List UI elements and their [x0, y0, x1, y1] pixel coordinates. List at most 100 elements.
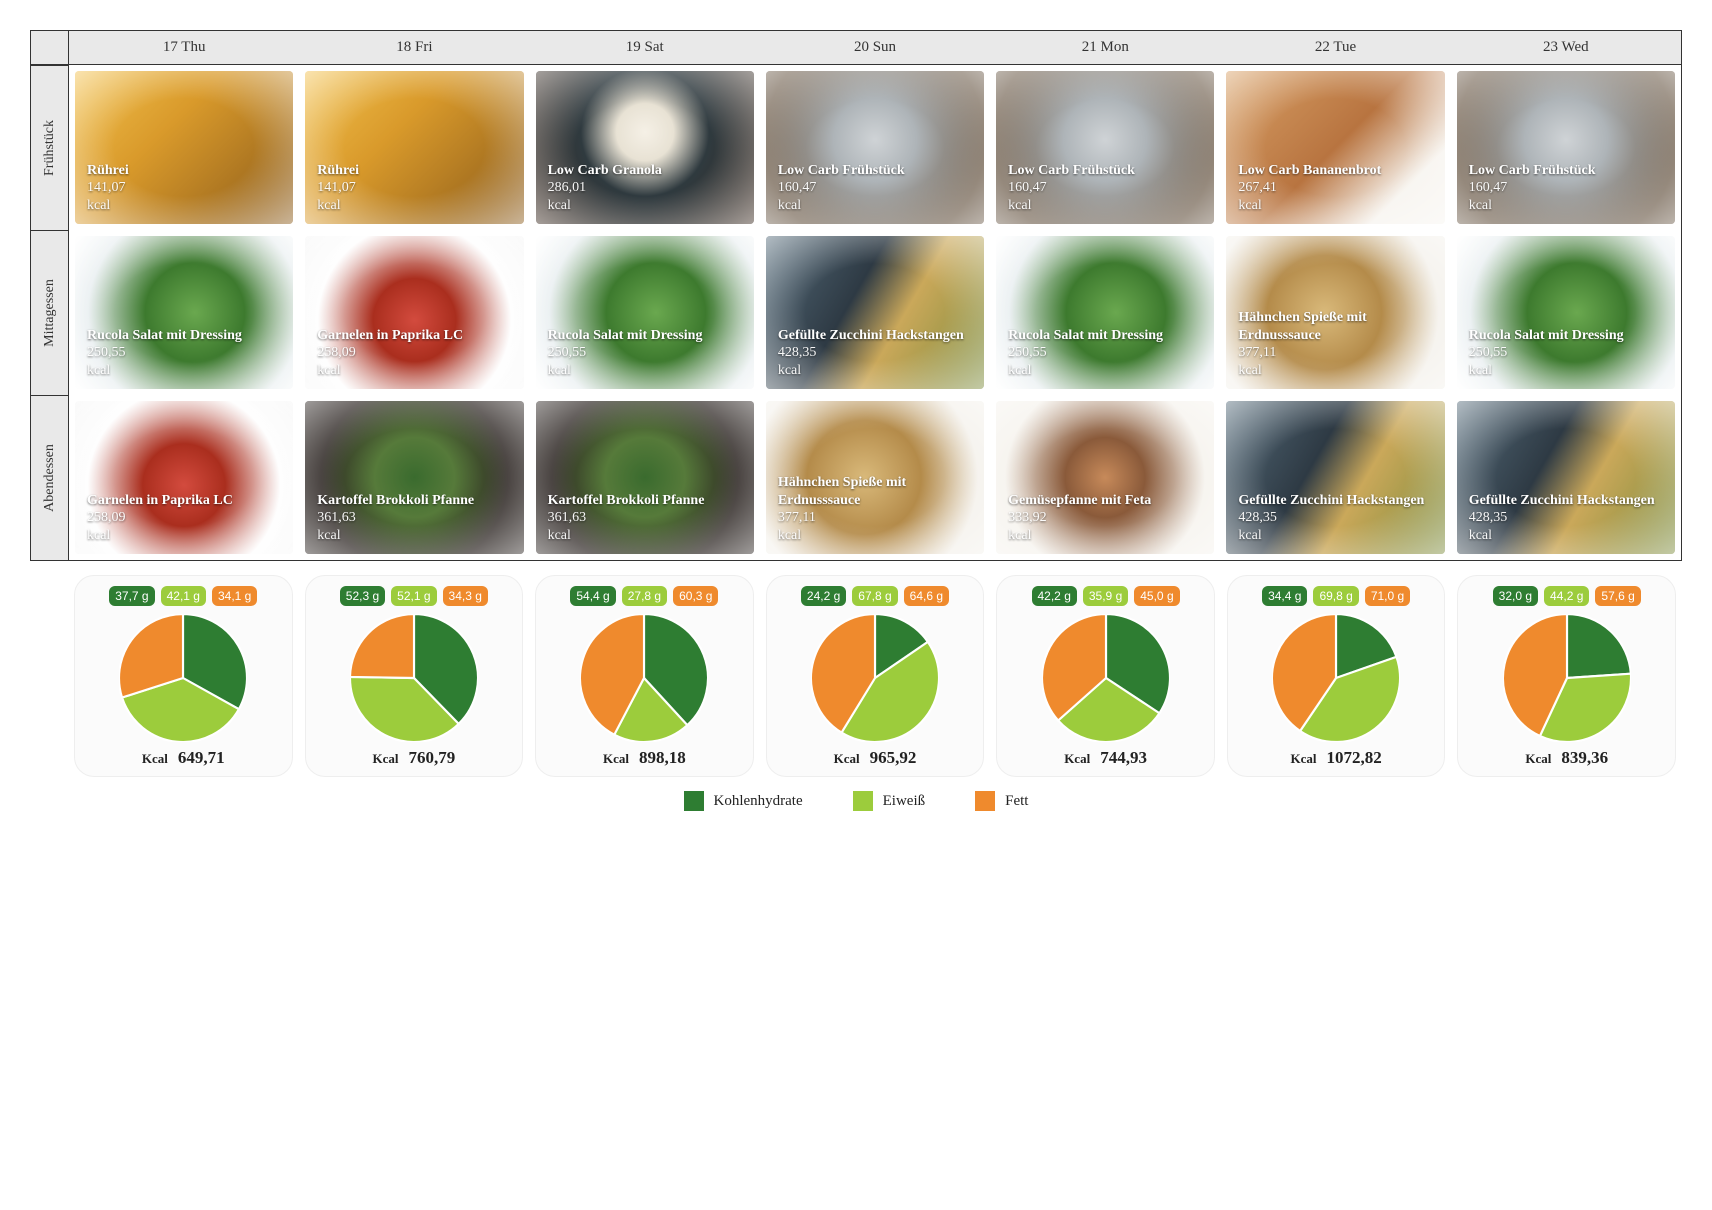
meal-card[interactable]: Low Carb Bananenbrot267,41kcal	[1226, 71, 1444, 224]
nutrition-card: 42,2 g35,9 g45,0 gKcal744,93	[996, 575, 1215, 777]
meal-cell: Low Carb Frühstück160,47kcal	[1451, 65, 1681, 230]
badge-prot: 44,2 g	[1544, 586, 1589, 606]
badge-prot: 27,8 g	[622, 586, 667, 606]
macro-badges: 24,2 g67,8 g64,6 g	[801, 586, 949, 606]
meal-kcal: 250,55	[1469, 344, 1663, 362]
meal-cell: Kartoffel Brokkoli Pfanne361,63kcal	[299, 395, 529, 560]
meal-card[interactable]: Garnelen in Paprika LC258,09kcal	[305, 236, 523, 389]
meal-text: Kartoffel Brokkoli Pfanne361,63kcal	[548, 492, 742, 545]
meal-kcal-unit: kcal	[87, 362, 281, 380]
meal-kcal-unit: kcal	[1238, 362, 1432, 380]
meal-title: Garnelen in Paprika LC	[87, 492, 281, 510]
meal-text: Low Carb Granola286,01kcal	[548, 162, 742, 215]
day-header: 23 Wed	[1451, 31, 1681, 65]
meal-title: Low Carb Bananenbrot	[1238, 162, 1432, 180]
meal-title: Gefüllte Zucchini Hackstangen	[778, 327, 972, 345]
meal-kcal-unit: kcal	[1469, 527, 1663, 545]
meal-kcal: 361,63	[317, 509, 511, 527]
meal-cell: Low Carb Bananenbrot267,41kcal	[1220, 65, 1450, 230]
meal-kcal-unit: kcal	[548, 362, 742, 380]
meal-card[interactable]: Rucola Salat mit Dressing250,55kcal	[996, 236, 1214, 389]
kcal-total: Kcal1072,82	[1291, 748, 1382, 768]
meal-card[interactable]: Rucola Salat mit Dressing250,55kcal	[1457, 236, 1675, 389]
macro-pie-svg	[580, 614, 708, 742]
nutrition-row: 37,7 g42,1 g34,1 gKcal649,71 52,3 g52,1 …	[30, 575, 1682, 777]
meal-card[interactable]: Kartoffel Brokkoli Pfanne361,63kcal	[536, 401, 754, 554]
row-header-breakfast: Frühstück	[31, 65, 69, 230]
meal-kcal-unit: kcal	[1469, 362, 1663, 380]
meal-card[interactable]: Gefüllte Zucchini Hackstangen428,35kcal	[766, 236, 984, 389]
meal-kcal: 377,11	[778, 509, 972, 527]
meal-kcal-unit: kcal	[317, 527, 511, 545]
day-header: 21 Mon	[990, 31, 1220, 65]
macro-pie	[580, 614, 708, 742]
meal-kcal-unit: kcal	[548, 197, 742, 215]
macro-pie-svg	[119, 614, 247, 742]
meal-text: Gefüllte Zucchini Hackstangen428,35kcal	[1469, 492, 1663, 545]
day-label: 20 Sun	[854, 39, 896, 56]
meal-cell: Rucola Salat mit Dressing250,55kcal	[69, 230, 299, 395]
meal-card[interactable]: Rührei141,07kcal	[75, 71, 293, 224]
meal-cell: Garnelen in Paprika LC258,09kcal	[69, 395, 299, 560]
meal-card[interactable]: Rucola Salat mit Dressing250,55kcal	[536, 236, 754, 389]
badge-carb: 24,2 g	[801, 586, 846, 606]
meal-card[interactable]: Hähnchen Spieße mit Erdnusssauce377,11kc…	[1226, 236, 1444, 389]
badge-prot: 67,8 g	[852, 586, 897, 606]
meal-title: Low Carb Frühstück	[1008, 162, 1202, 180]
macro-pie-svg	[811, 614, 939, 742]
meal-title: Low Carb Granola	[548, 162, 742, 180]
meal-card[interactable]: Low Carb Granola286,01kcal	[536, 71, 754, 224]
day-label: 23 Wed	[1543, 39, 1589, 56]
meal-text: Gefüllte Zucchini Hackstangen428,35kcal	[778, 327, 972, 380]
macro-pie-svg	[350, 614, 478, 742]
kcal-value: 649,71	[178, 748, 225, 767]
meal-card[interactable]: Gefüllte Zucchini Hackstangen428,35kcal	[1226, 401, 1444, 554]
meal-card[interactable]: Gemüsepfanne mit Feta333,92kcal	[996, 401, 1214, 554]
meal-card[interactable]: Rührei141,07kcal	[305, 71, 523, 224]
meal-kcal: 160,47	[1469, 179, 1663, 197]
meal-card[interactable]: Low Carb Frühstück160,47kcal	[766, 71, 984, 224]
meal-card[interactable]: Gefüllte Zucchini Hackstangen428,35kcal	[1457, 401, 1675, 554]
meal-title: Rucola Salat mit Dressing	[87, 327, 281, 345]
kcal-label: Kcal	[372, 751, 398, 766]
macro-badges: 37,7 g42,1 g34,1 g	[109, 586, 257, 606]
meal-cell: Rucola Salat mit Dressing250,55kcal	[990, 230, 1220, 395]
meal-text: Rucola Salat mit Dressing250,55kcal	[87, 327, 281, 380]
meal-cell: Low Carb Frühstück160,47kcal	[990, 65, 1220, 230]
meal-kcal: 428,35	[1469, 509, 1663, 527]
meal-kcal-unit: kcal	[317, 362, 511, 380]
meal-card[interactable]: Low Carb Frühstück160,47kcal	[1457, 71, 1675, 224]
meal-card[interactable]: Rucola Salat mit Dressing250,55kcal	[75, 236, 293, 389]
legend-label: Eiweiß	[883, 793, 926, 810]
meal-text: Rucola Salat mit Dressing250,55kcal	[1008, 327, 1202, 380]
day-label: 17 Thu	[163, 39, 206, 56]
nutrition-card: 24,2 g67,8 g64,6 gKcal965,92	[766, 575, 985, 777]
meal-title: Hähnchen Spieße mit Erdnusssauce	[1238, 309, 1432, 344]
badge-fat: 71,0 g	[1365, 586, 1410, 606]
meal-card[interactable]: Low Carb Frühstück160,47kcal	[996, 71, 1214, 224]
kcal-total: Kcal744,93	[1064, 748, 1147, 768]
row-label: Frühstück	[42, 120, 58, 176]
meal-title: Rucola Salat mit Dressing	[1469, 327, 1663, 345]
meal-title: Kartoffel Brokkoli Pfanne	[317, 492, 511, 510]
macro-badges: 54,4 g27,8 g60,3 g	[570, 586, 718, 606]
meal-card[interactable]: Kartoffel Brokkoli Pfanne361,63kcal	[305, 401, 523, 554]
meal-card[interactable]: Garnelen in Paprika LC258,09kcal	[75, 401, 293, 554]
nutrition-card: 32,0 g44,2 g57,6 gKcal839,36	[1457, 575, 1676, 777]
legend-swatch-carb	[684, 791, 704, 811]
meal-card[interactable]: Hähnchen Spieße mit Erdnusssauce377,11kc…	[766, 401, 984, 554]
meal-title: Kartoffel Brokkoli Pfanne	[548, 492, 742, 510]
badge-prot: 42,1 g	[161, 586, 206, 606]
badge-carb: 54,4 g	[570, 586, 615, 606]
kcal-total: Kcal649,71	[142, 748, 225, 768]
meal-title: Gefüllte Zucchini Hackstangen	[1238, 492, 1432, 510]
macro-pie	[1272, 614, 1400, 742]
meal-cell: Gefüllte Zucchini Hackstangen428,35kcal	[1220, 395, 1450, 560]
badge-carb: 37,7 g	[109, 586, 154, 606]
meal-kcal: 267,41	[1238, 179, 1432, 197]
meal-kcal: 333,92	[1008, 509, 1202, 527]
meal-text: Gemüsepfanne mit Feta333,92kcal	[1008, 492, 1202, 545]
meal-cell: Rucola Salat mit Dressing250,55kcal	[1451, 230, 1681, 395]
meal-kcal: 377,11	[1238, 344, 1432, 362]
macro-pie	[1042, 614, 1170, 742]
